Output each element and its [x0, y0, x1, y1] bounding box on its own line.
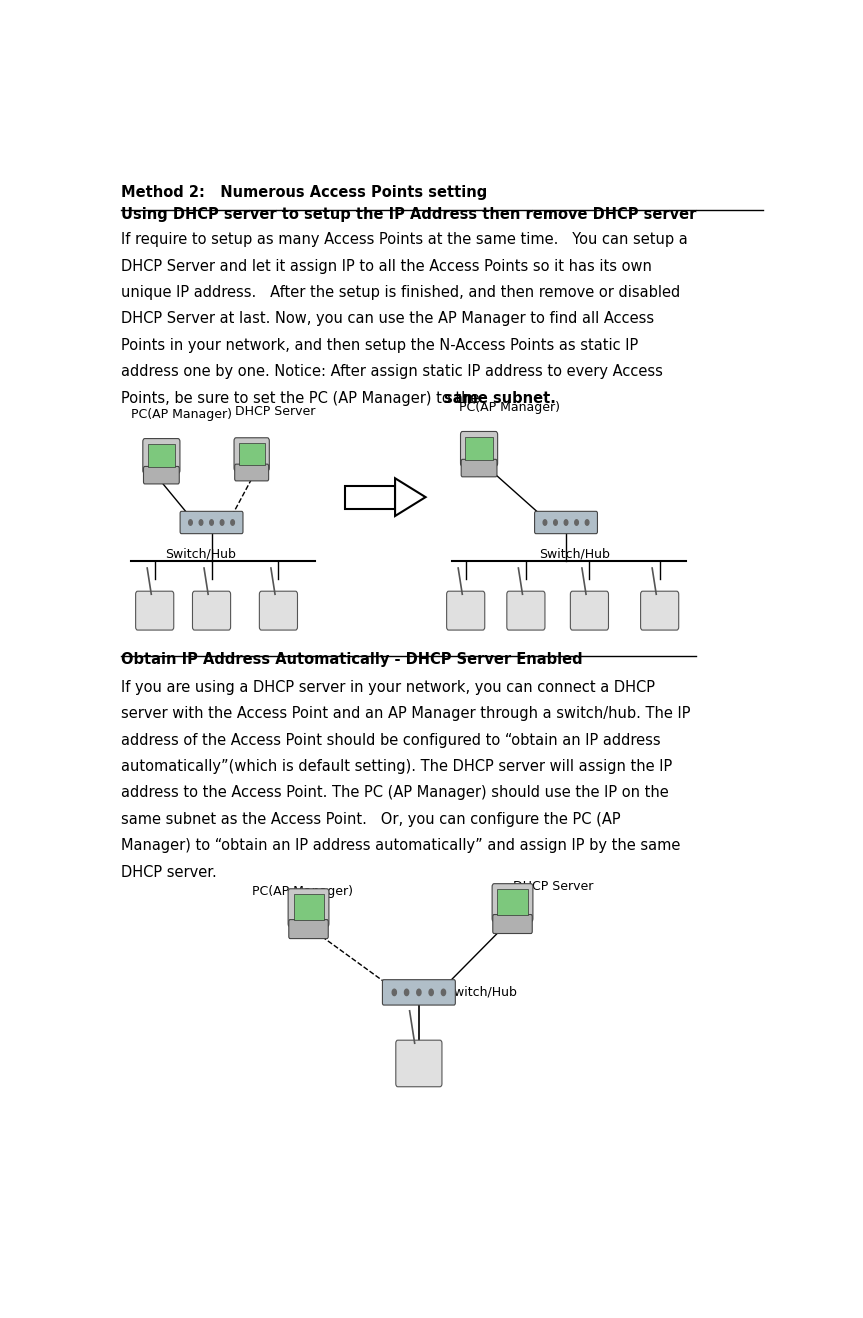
Text: unique IP address.   After the setup is finished, and then remove or disabled: unique IP address. After the setup is fi…	[121, 285, 681, 301]
Circle shape	[392, 990, 396, 995]
Text: address to the Access Point. The PC (AP Manager) should use the IP on the: address to the Access Point. The PC (AP …	[121, 786, 669, 800]
Circle shape	[554, 519, 557, 526]
Circle shape	[189, 519, 192, 526]
FancyBboxPatch shape	[180, 511, 243, 534]
Text: Method 2:   Numerous Access Points setting: Method 2: Numerous Access Points setting	[121, 185, 488, 199]
Text: address of the Access Point should be configured to “obtain an IP address: address of the Access Point should be co…	[121, 733, 661, 747]
FancyBboxPatch shape	[260, 592, 298, 630]
Text: Using DHCP server to setup the IP Address then remove DHCP server: Using DHCP server to setup the IP Addres…	[121, 207, 696, 221]
Circle shape	[543, 519, 547, 526]
Text: Points, be sure to set the PC (AP Manager) to the: Points, be sure to set the PC (AP Manage…	[121, 390, 484, 406]
Text: PC(AP Manager): PC(AP Manager)	[252, 884, 353, 898]
FancyBboxPatch shape	[345, 485, 395, 509]
Text: same subnet as the Access Point.   Or, you can configure the PC (AP: same subnet as the Access Point. Or, you…	[121, 812, 620, 826]
FancyBboxPatch shape	[461, 460, 497, 477]
Text: Obtain IP Address Automatically - DHCP Server Enabled: Obtain IP Address Automatically - DHCP S…	[121, 652, 583, 667]
Text: DHCP Server and let it assign IP to all the Access Points so it has its own: DHCP Server and let it assign IP to all …	[121, 258, 652, 274]
FancyBboxPatch shape	[497, 890, 527, 915]
Circle shape	[429, 990, 433, 995]
FancyBboxPatch shape	[148, 444, 175, 467]
FancyBboxPatch shape	[289, 920, 328, 938]
Polygon shape	[395, 478, 425, 517]
FancyBboxPatch shape	[382, 979, 456, 1006]
Text: If you are using a DHCP server in your network, you can connect a DHCP: If you are using a DHCP server in your n…	[121, 680, 655, 695]
Text: Switch/Hub: Switch/Hub	[165, 548, 236, 561]
Text: Switch/Hub: Switch/Hub	[445, 986, 517, 999]
FancyBboxPatch shape	[570, 592, 608, 630]
Circle shape	[405, 990, 409, 995]
FancyBboxPatch shape	[293, 894, 324, 920]
FancyBboxPatch shape	[234, 438, 269, 471]
FancyBboxPatch shape	[142, 439, 180, 473]
FancyBboxPatch shape	[235, 464, 268, 481]
FancyBboxPatch shape	[447, 592, 485, 630]
Circle shape	[417, 990, 421, 995]
Text: If require to setup as many Access Points at the same time.   You can setup a: If require to setup as many Access Point…	[121, 232, 688, 248]
FancyBboxPatch shape	[288, 888, 329, 927]
Text: DHCP server.: DHCP server.	[121, 865, 217, 879]
FancyBboxPatch shape	[492, 883, 533, 921]
FancyBboxPatch shape	[143, 467, 180, 484]
Text: PC(AP Manager): PC(AP Manager)	[459, 401, 560, 414]
FancyBboxPatch shape	[135, 592, 173, 630]
Text: DHCP Server at last. Now, you can use the AP Manager to find all Access: DHCP Server at last. Now, you can use th…	[121, 311, 654, 327]
Circle shape	[199, 519, 203, 526]
Circle shape	[575, 519, 578, 526]
FancyBboxPatch shape	[465, 436, 493, 460]
Text: DHCP Server: DHCP Server	[235, 405, 315, 418]
Circle shape	[441, 990, 445, 995]
Circle shape	[220, 519, 224, 526]
FancyBboxPatch shape	[640, 592, 678, 630]
FancyBboxPatch shape	[192, 592, 230, 630]
FancyBboxPatch shape	[461, 431, 498, 467]
Text: Switch/Hub: Switch/Hub	[539, 548, 610, 561]
Text: server with the Access Point and an AP Manager through a switch/hub. The IP: server with the Access Point and an AP M…	[121, 706, 690, 721]
FancyBboxPatch shape	[396, 1040, 442, 1087]
Text: Manager) to “obtain an IP address automatically” and assign IP by the same: Manager) to “obtain an IP address automa…	[121, 838, 681, 853]
FancyBboxPatch shape	[239, 443, 265, 465]
Text: PC(AP Manager): PC(AP Manager)	[131, 409, 232, 420]
Text: same subnet.: same subnet.	[444, 390, 556, 406]
Text: DHCP Server: DHCP Server	[513, 880, 593, 892]
Circle shape	[585, 519, 589, 526]
Text: address one by one. Notice: After assign static IP address to every Access: address one by one. Notice: After assign…	[121, 364, 663, 380]
FancyBboxPatch shape	[507, 592, 545, 630]
FancyBboxPatch shape	[534, 511, 597, 534]
Text: automatically”(which is default setting). The DHCP server will assign the IP: automatically”(which is default setting)…	[121, 759, 672, 774]
Circle shape	[564, 519, 568, 526]
Circle shape	[210, 519, 213, 526]
Text: Points in your network, and then setup the N-Access Points as static IP: Points in your network, and then setup t…	[121, 337, 639, 353]
Circle shape	[230, 519, 235, 526]
FancyBboxPatch shape	[493, 915, 532, 933]
